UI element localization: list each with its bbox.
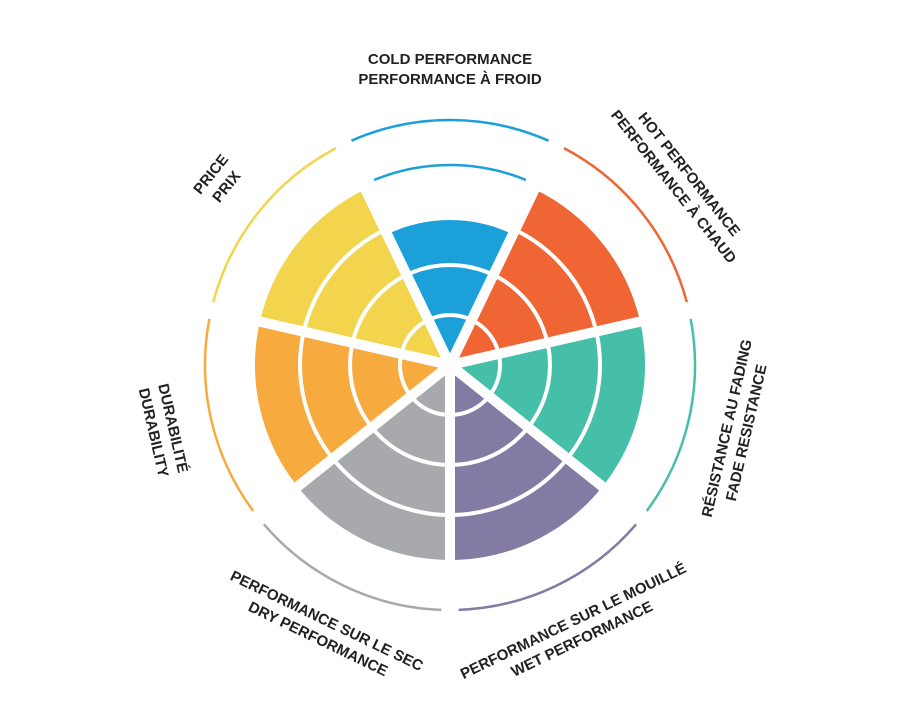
wedge (445, 360, 612, 570)
separator (446, 361, 614, 497)
category-label-line: COLD PERFORMANCE (368, 51, 532, 68)
category-label-line: PERFORMANCE À FROID (358, 71, 542, 88)
wedge (445, 179, 650, 370)
category-label-line: PERFORMANCE À CHAUD (607, 107, 739, 267)
outer-arc (211, 147, 337, 303)
wedge (288, 360, 455, 570)
outer-arc (203, 318, 255, 512)
outer-arc (645, 318, 697, 512)
wedge (250, 179, 455, 370)
category-label-line: PERFORMANCE SUR LE MOUILLÉ (458, 560, 689, 683)
separator (249, 314, 452, 370)
outer-arc (458, 523, 638, 612)
separator (448, 314, 651, 370)
outer-arc (563, 147, 689, 303)
category-label: COLD PERFORMANCE PERFORMANCE À FROID (358, 51, 542, 88)
outer-arc (262, 523, 442, 612)
separator (445, 178, 544, 368)
outer-arc (350, 118, 550, 142)
separator (356, 178, 455, 368)
max-arc (373, 163, 527, 182)
separator (286, 361, 454, 497)
category-label-line: PERFORMANCE SUR LE SEC (228, 568, 426, 675)
